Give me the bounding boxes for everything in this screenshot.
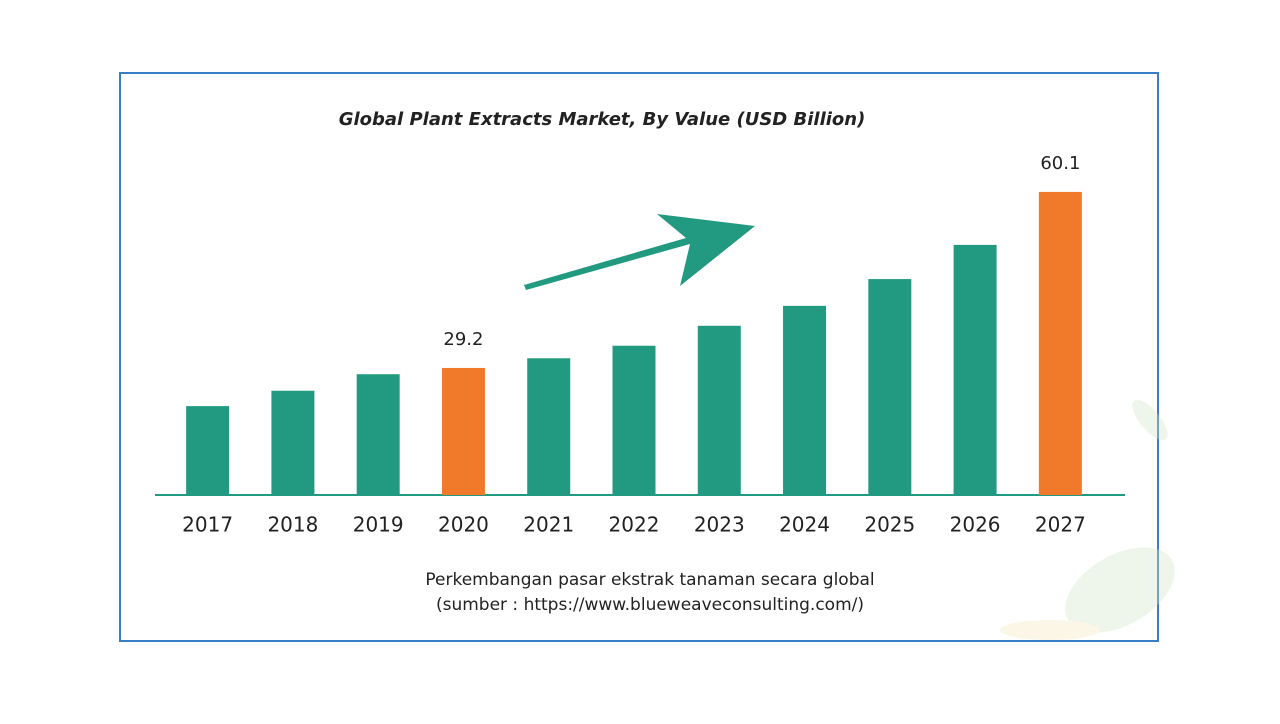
bar [697, 325, 741, 495]
leaf-decoration [1000, 399, 1175, 640]
x-tick-label: 2018 [267, 513, 318, 537]
x-tick-label: 2027 [1035, 513, 1086, 537]
caption: Perkembangan pasar ekstrak tanaman secar… [425, 570, 874, 590]
x-tick-label: 2022 [609, 513, 660, 537]
bar [527, 358, 571, 495]
x-tick-label: 2021 [523, 513, 574, 537]
bar [441, 367, 485, 495]
bar [1038, 191, 1082, 496]
bar [186, 406, 230, 495]
caption: (sumber : https://www.blueweaveconsultin… [436, 595, 864, 615]
chart-title: Global Plant Extracts Market, By Value (… [339, 109, 866, 130]
bar [868, 279, 912, 495]
x-tick-label: 2019 [353, 513, 404, 537]
trend-arrow [524, 214, 755, 290]
x-tick-label: 2020 [438, 513, 489, 537]
bar [612, 345, 656, 495]
data-label: 29.2 [443, 329, 483, 350]
x-tick-label: 2023 [694, 513, 745, 537]
x-tick-label: 2025 [864, 513, 915, 537]
bar [953, 244, 997, 495]
x-tick-label: 2017 [182, 513, 233, 537]
x-tick-label: 2026 [950, 513, 1001, 537]
x-tick-label: 2024 [779, 513, 830, 537]
bar [783, 305, 827, 495]
data-label: 60.1 [1040, 153, 1080, 174]
bar [271, 390, 315, 495]
bar [356, 374, 400, 495]
